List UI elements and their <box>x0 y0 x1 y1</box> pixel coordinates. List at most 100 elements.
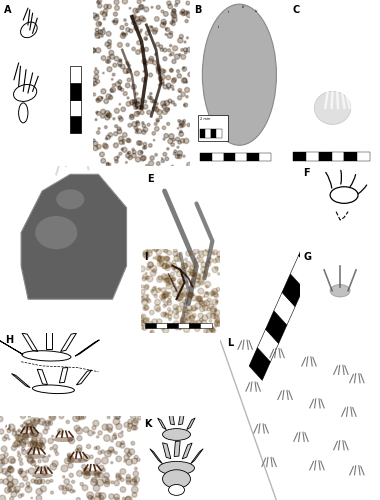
Point <box>149 328 155 336</box>
Point <box>212 257 218 265</box>
Point <box>117 114 123 122</box>
Point <box>173 307 179 315</box>
Point <box>83 467 89 475</box>
Point <box>132 419 138 427</box>
Point <box>112 130 119 138</box>
Point <box>163 25 169 33</box>
Text: B: B <box>194 5 201 15</box>
Point <box>49 414 55 422</box>
Point <box>114 496 120 500</box>
Point <box>31 437 37 445</box>
Point <box>11 426 17 434</box>
Point <box>139 321 145 329</box>
Point <box>121 136 127 144</box>
Point <box>31 422 37 430</box>
Point <box>46 418 52 426</box>
Point <box>157 276 163 283</box>
Point <box>31 435 37 443</box>
Point <box>167 32 173 40</box>
Point <box>155 65 162 73</box>
Point <box>90 46 97 54</box>
Point <box>163 291 169 299</box>
Point <box>18 466 24 474</box>
Point <box>145 315 151 323</box>
Point <box>120 468 126 475</box>
Point <box>99 9 105 17</box>
Point <box>8 456 14 464</box>
Point <box>142 298 148 306</box>
Point <box>164 262 170 270</box>
Bar <box>216 130 222 138</box>
Point <box>106 38 112 46</box>
Point <box>163 30 169 38</box>
Point <box>52 460 58 468</box>
Point <box>154 40 160 48</box>
Text: I: I <box>144 252 147 262</box>
Bar <box>178 323 189 328</box>
Point <box>214 320 220 328</box>
Point <box>106 54 112 62</box>
Point <box>112 430 118 438</box>
Point <box>108 446 114 454</box>
Point <box>122 90 128 98</box>
Point <box>174 52 180 60</box>
Point <box>189 264 195 272</box>
Point <box>125 478 131 486</box>
Point <box>164 99 170 107</box>
Point <box>163 312 169 320</box>
Point <box>131 424 137 432</box>
Point <box>106 43 112 51</box>
Point <box>106 448 112 456</box>
Point <box>168 19 174 27</box>
Point <box>162 54 168 62</box>
Bar <box>212 152 223 161</box>
Point <box>49 488 55 496</box>
Point <box>95 0 101 6</box>
Point <box>33 440 39 448</box>
Point <box>185 260 192 268</box>
Point <box>178 130 184 138</box>
Point <box>176 290 182 298</box>
Point <box>177 50 183 58</box>
Point <box>148 260 154 268</box>
Point <box>216 320 222 328</box>
Bar <box>201 323 212 328</box>
Point <box>137 139 143 147</box>
Point <box>166 46 172 54</box>
Point <box>161 135 167 143</box>
Point <box>49 432 55 440</box>
Point <box>106 92 112 100</box>
Point <box>178 122 184 130</box>
Point <box>135 156 141 164</box>
Point <box>167 316 173 324</box>
Point <box>142 250 149 258</box>
Point <box>10 485 16 493</box>
Point <box>166 260 172 268</box>
Point <box>205 260 211 268</box>
Point <box>30 458 36 466</box>
Point <box>114 54 120 62</box>
Bar <box>70 116 81 133</box>
Point <box>175 67 181 75</box>
Ellipse shape <box>25 454 46 459</box>
Point <box>15 442 21 450</box>
Polygon shape <box>274 292 295 325</box>
Point <box>3 450 9 458</box>
Point <box>45 419 51 427</box>
Point <box>99 94 105 102</box>
Point <box>199 305 205 313</box>
Point <box>5 486 11 494</box>
Point <box>133 470 139 478</box>
Point <box>29 494 35 500</box>
Point <box>117 84 123 92</box>
Point <box>191 294 197 302</box>
Point <box>162 290 168 298</box>
Point <box>103 142 109 150</box>
Point <box>147 71 154 79</box>
Point <box>70 478 76 486</box>
Point <box>154 125 160 133</box>
Point <box>115 153 121 161</box>
Point <box>163 326 169 334</box>
Polygon shape <box>182 443 192 459</box>
Point <box>46 452 52 460</box>
